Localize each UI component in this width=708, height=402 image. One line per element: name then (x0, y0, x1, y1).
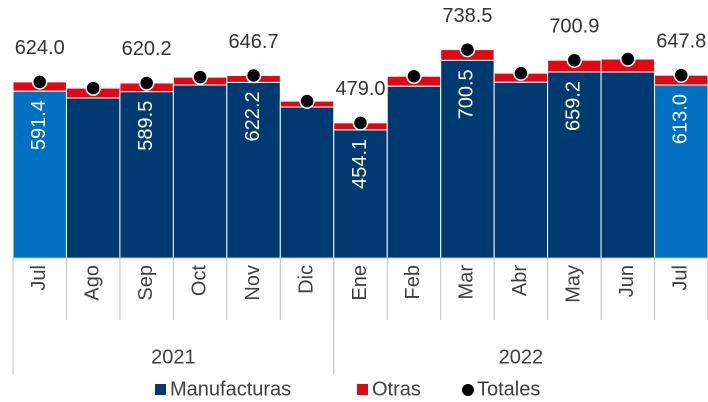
bar-manufacturas (600, 71, 656, 259)
bar-value-label: 622.2 (242, 91, 264, 141)
bar-manufacturas (333, 129, 388, 259)
legend-label: Otras (372, 378, 421, 400)
total-dot (673, 67, 690, 83)
bar-value-label: 613.0 (670, 94, 692, 144)
bar-manufacturas (493, 81, 549, 259)
total-dot (85, 80, 101, 96)
bar-manufacturas (279, 106, 335, 259)
bar-manufacturas (65, 97, 121, 259)
total-dot (299, 93, 315, 109)
x-tick-label: Jun (616, 265, 638, 297)
x-tick-label: Dic (295, 265, 317, 294)
total-dot (513, 65, 529, 81)
total-value-label: 647.8 (656, 30, 706, 52)
bar-value-label: 589.5 (135, 101, 157, 151)
group-label: 2022 (499, 346, 544, 368)
legend-label: Totales (477, 378, 540, 400)
bar-manufacturas (172, 84, 228, 259)
x-tick-label: Sep (135, 265, 157, 301)
bar-manufacturas (440, 59, 495, 259)
total-dot (352, 115, 369, 131)
legend-marker (155, 384, 166, 395)
group-label: 2021 (151, 346, 196, 368)
x-tick-label: Nov (242, 265, 264, 301)
bar-manufacturas (386, 85, 442, 259)
bar-manufacturas (654, 84, 708, 259)
total-value-label: 700.9 (549, 15, 599, 37)
bar-manufacturas (12, 90, 67, 259)
x-tick-label: Feb (402, 265, 424, 299)
total-value-label: 479.0 (335, 78, 385, 100)
x-tick-label: Ago (81, 265, 103, 301)
total-dot (406, 68, 422, 84)
x-tick-label: Oct (188, 265, 210, 297)
total-value-label: 620.2 (122, 38, 172, 60)
total-dot (138, 75, 155, 91)
total-dot (620, 51, 636, 67)
total-value-label: 646.7 (229, 31, 279, 53)
x-tick-label: Mar (456, 265, 478, 300)
bar-manufacturas (226, 81, 281, 259)
total-dot (31, 74, 48, 90)
total-value-label: 738.5 (442, 5, 492, 27)
total-dot (245, 67, 262, 84)
bar-value-label: 659.2 (563, 81, 585, 131)
x-tick-label: Jul (28, 265, 50, 291)
bar-manufacturas (547, 71, 602, 259)
legend-marker (462, 384, 474, 396)
x-tick-label: May (563, 265, 585, 303)
total-dot (192, 69, 208, 85)
total-dot (566, 52, 583, 68)
bar-value-label: 454.1 (349, 139, 371, 189)
legend-marker (357, 384, 368, 395)
x-tick-label: Ene (349, 265, 371, 301)
legend-label: Manufacturas (170, 378, 291, 400)
bar-value-label: 591.4 (28, 100, 50, 150)
total-dot (459, 41, 476, 58)
x-tick-label: Abr (509, 265, 531, 296)
bar-value-label: 700.5 (456, 69, 478, 119)
total-value-label: 624.0 (15, 37, 65, 59)
x-tick-label: Jul (670, 265, 692, 291)
